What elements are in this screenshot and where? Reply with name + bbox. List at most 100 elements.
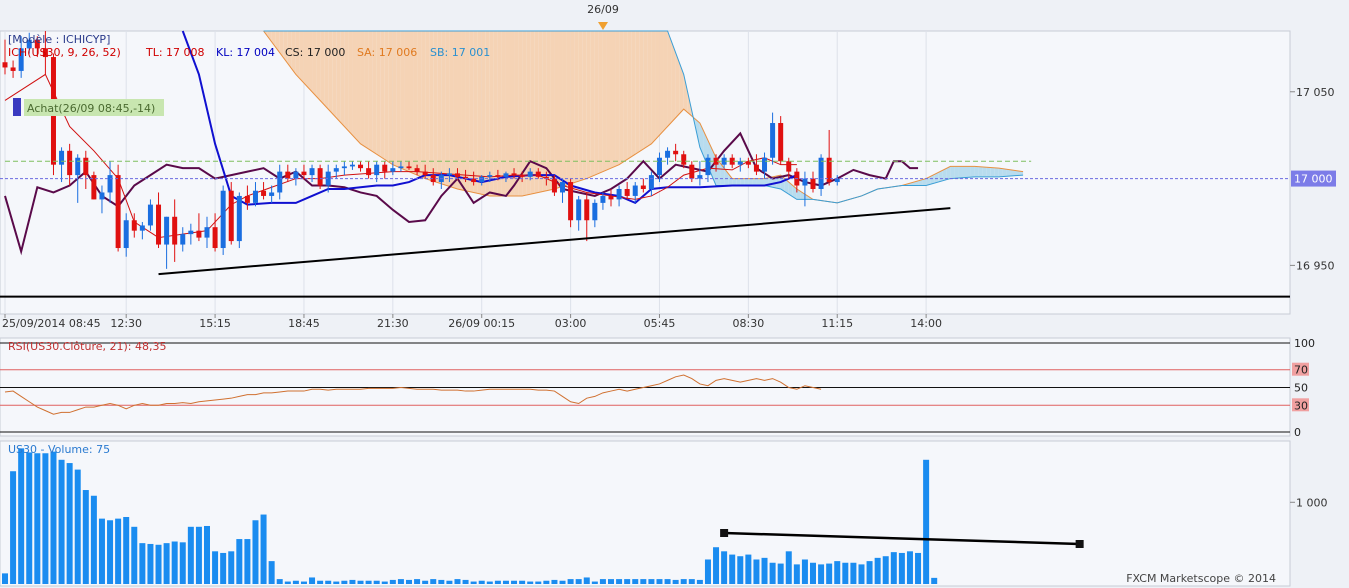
cloud-segment <box>287 31 292 69</box>
cloud-segment <box>396 31 401 169</box>
cloud-segment <box>283 31 288 64</box>
volume-bar <box>406 579 412 584</box>
cloud-segment <box>558 31 563 188</box>
volume-bar <box>680 579 687 584</box>
candle-body <box>600 195 606 203</box>
candle-body <box>729 157 735 165</box>
volume-bar <box>729 554 736 584</box>
volume-bar <box>761 557 768 584</box>
candle-body <box>244 195 250 203</box>
candle-body <box>228 190 234 242</box>
cloud-segment <box>372 31 377 155</box>
cloud-segment <box>990 167 995 177</box>
volume-bar <box>236 539 243 584</box>
volume-bar <box>34 453 41 584</box>
volume-bar <box>252 520 259 584</box>
volume-bar <box>785 551 792 584</box>
cloud-segment <box>796 188 801 200</box>
cloud-segment <box>538 31 543 193</box>
volume-bar <box>777 563 784 584</box>
candle-body <box>59 150 65 165</box>
volume-bar <box>866 561 873 584</box>
cloud-segment <box>481 31 486 196</box>
candle-body <box>67 150 73 176</box>
cloud-segment <box>667 31 672 127</box>
candle-body <box>366 168 372 176</box>
candle-body <box>2 62 8 68</box>
cloud-segment <box>1006 169 1011 177</box>
cloud-segment <box>550 31 555 190</box>
candle-body <box>737 161 743 165</box>
volume-bar <box>608 579 614 584</box>
rsi-line <box>4 374 822 415</box>
cloud-segment <box>958 166 963 178</box>
cloud-segment <box>368 31 373 152</box>
candle-body <box>673 150 679 155</box>
cloud-segment <box>784 178 789 195</box>
volume-bar <box>478 580 485 584</box>
volume-bar <box>365 580 372 584</box>
cloud-segment <box>344 31 349 131</box>
cloud-segment <box>986 167 991 177</box>
candle-body <box>519 175 525 177</box>
candle-body <box>422 171 428 176</box>
cloud-segment <box>295 31 300 79</box>
time-tick-label: 05:45 <box>644 317 676 330</box>
time-tick-label: 03:00 <box>555 317 587 330</box>
volume-bar <box>656 579 663 584</box>
volume-bar <box>923 459 930 584</box>
cloud-segment <box>356 31 361 144</box>
cloud-segment <box>619 31 624 165</box>
cloud-segment <box>582 31 587 180</box>
volume-bar <box>890 552 897 584</box>
candle-body <box>196 230 202 238</box>
candle-body <box>430 175 436 183</box>
rsi-level-box <box>1292 398 1309 412</box>
cloud-segment <box>425 31 430 180</box>
volume-bar <box>454 579 461 584</box>
volume-bar <box>74 469 81 584</box>
candle-body <box>236 195 242 242</box>
volume-bar <box>341 580 348 584</box>
cloud-segment <box>736 178 741 186</box>
candle-body <box>10 67 16 71</box>
cloud-segment <box>930 174 935 185</box>
volume-bar <box>745 554 752 584</box>
candle-body <box>269 192 275 196</box>
candle-body <box>382 164 388 172</box>
cloud-segment <box>954 166 959 179</box>
cloud-segment <box>623 31 628 163</box>
rsi-level-box <box>1292 362 1309 376</box>
volume-bar <box>826 563 833 584</box>
cloud-segment <box>594 31 599 176</box>
volume-bar <box>82 490 89 584</box>
volume-bar <box>543 580 550 584</box>
price-tick-label: 17 050 <box>1296 86 1335 99</box>
volume-bar <box>422 580 429 584</box>
cloud-segment <box>1019 171 1024 176</box>
candle-body <box>511 173 517 176</box>
legend-cs: CS: 17 000 <box>285 46 345 59</box>
volume-bar <box>535 581 542 584</box>
volume-bar <box>300 581 307 584</box>
rsi-level-label: 30 <box>1294 399 1308 412</box>
cloud-segment <box>695 119 700 148</box>
cloud-segment <box>615 31 620 167</box>
legend-model: [Modèle : ICHICYP] <box>8 33 110 46</box>
volume-bar <box>672 579 679 584</box>
volume-bar <box>769 562 776 584</box>
time-axis: 25/09/2014 08:45 12:30 15:15 18:45 21:30 26/0… <box>2 314 942 330</box>
volume-bar <box>276 579 283 584</box>
candle-body <box>188 230 194 235</box>
cloud-segment <box>308 31 313 92</box>
volume-bar <box>123 516 130 584</box>
candle-body <box>147 204 153 226</box>
volume-label: US30 - Volume: 75 <box>8 443 110 456</box>
cloud-segment <box>934 172 939 184</box>
candle-body <box>42 48 48 58</box>
candle-body <box>99 192 105 200</box>
candle-body <box>220 190 226 249</box>
cloud-segment <box>376 31 381 157</box>
volume-bar <box>373 580 380 584</box>
cloud-segment <box>970 166 975 178</box>
